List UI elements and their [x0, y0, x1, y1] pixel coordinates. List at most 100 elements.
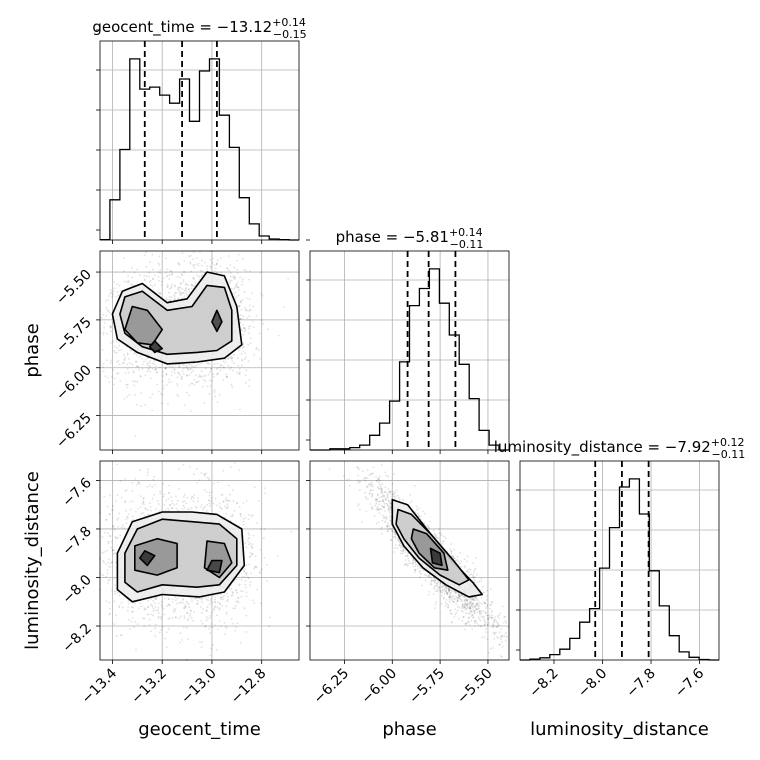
- sample-point: [220, 625, 223, 627]
- x-tick-label: −13.4: [79, 665, 121, 707]
- sample-point: [161, 393, 164, 396]
- sample-point: [477, 616, 480, 618]
- sample-point: [159, 272, 162, 274]
- sample-point: [183, 496, 185, 498]
- sample-point: [130, 606, 133, 608]
- sample-point: [213, 609, 215, 611]
- sample-point: [153, 363, 156, 365]
- sample-point: [209, 385, 212, 387]
- sample-point: [146, 471, 149, 473]
- sample-point: [127, 600, 130, 602]
- sample-point: [171, 507, 174, 510]
- sample-point: [116, 291, 119, 294]
- sample-point: [240, 513, 242, 516]
- sample-point: [215, 504, 218, 507]
- sample-point: [108, 565, 110, 568]
- sample-point: [436, 588, 439, 591]
- sample-point: [166, 286, 169, 288]
- sample-point: [161, 605, 164, 608]
- sample-point: [179, 632, 182, 635]
- sample-point: [209, 614, 212, 617]
- sample-point: [236, 286, 239, 289]
- sample-point: [151, 368, 154, 370]
- sample-point: [128, 358, 130, 360]
- sample-point: [365, 497, 368, 500]
- sample-point: [186, 374, 188, 376]
- sample-point: [444, 605, 447, 607]
- sample-point: [181, 297, 183, 300]
- sample-point: [258, 500, 260, 502]
- sample-point: [120, 634, 122, 637]
- sample-point: [197, 262, 200, 265]
- sample-point: [109, 494, 112, 497]
- sample-point: [253, 567, 256, 570]
- sample-point: [239, 321, 242, 324]
- sample-point: [187, 638, 190, 641]
- sample-point: [133, 352, 136, 355]
- sample-point: [154, 367, 157, 370]
- sample-point: [203, 402, 206, 405]
- sample-point: [139, 602, 142, 605]
- sample-point: [192, 619, 195, 622]
- sample-point: [235, 283, 238, 286]
- sample-point: [190, 371, 193, 374]
- sample-point: [193, 611, 196, 613]
- sample-point: [157, 612, 160, 614]
- sample-point: [155, 368, 158, 370]
- sample-point: [212, 257, 214, 260]
- sample-point: [233, 288, 236, 290]
- sample-point: [155, 371, 158, 374]
- sample-point: [225, 611, 228, 614]
- sample-point: [214, 267, 217, 270]
- sample-point: [237, 584, 240, 587]
- sample-point: [187, 367, 190, 369]
- sample-point: [152, 600, 155, 602]
- sample-point: [152, 608, 155, 610]
- sample-point: [127, 371, 130, 374]
- sample-point: [213, 482, 215, 485]
- sample-point: [215, 262, 218, 265]
- panel-frame: [99, 40, 300, 241]
- sample-point: [241, 329, 243, 332]
- sample-point: [103, 322, 106, 324]
- sample-point: [146, 362, 149, 365]
- sample-point: [242, 343, 245, 346]
- sample-point: [110, 540, 113, 543]
- sample-point: [258, 571, 261, 573]
- sample-point: [109, 566, 112, 568]
- sample-point: [263, 487, 266, 490]
- sample-point: [109, 562, 112, 564]
- sample-point: [222, 360, 225, 363]
- sample-point: [248, 327, 251, 330]
- sample-point: [195, 597, 198, 600]
- sample-point: [146, 370, 149, 373]
- sample-point: [144, 403, 147, 406]
- sample-point: [208, 392, 211, 395]
- sample-point: [216, 263, 218, 266]
- title-main: phase = −5.81: [336, 228, 449, 246]
- sample-point: [235, 501, 238, 504]
- sample-point: [146, 485, 149, 488]
- sample-point: [110, 359, 112, 362]
- sample-point: [168, 378, 171, 381]
- sample-point: [250, 544, 252, 547]
- sample-point: [357, 474, 359, 477]
- sample-point: [143, 625, 146, 627]
- sample-point: [164, 257, 167, 260]
- sample-point: [231, 386, 234, 389]
- sample-point: [162, 495, 165, 498]
- sample-point: [192, 500, 195, 503]
- sample-point: [117, 517, 120, 520]
- sample-point: [112, 290, 115, 293]
- sample-point: [161, 380, 164, 382]
- sample-point: [171, 616, 174, 619]
- sample-point: [152, 478, 155, 481]
- sample-point: [214, 605, 217, 608]
- sample-point: [219, 364, 222, 367]
- sample-point: [181, 370, 184, 372]
- sample-point: [222, 501, 225, 503]
- sample-point: [415, 563, 417, 566]
- sample-point: [203, 261, 206, 264]
- sample-point: [158, 366, 161, 369]
- sample-point: [387, 488, 390, 490]
